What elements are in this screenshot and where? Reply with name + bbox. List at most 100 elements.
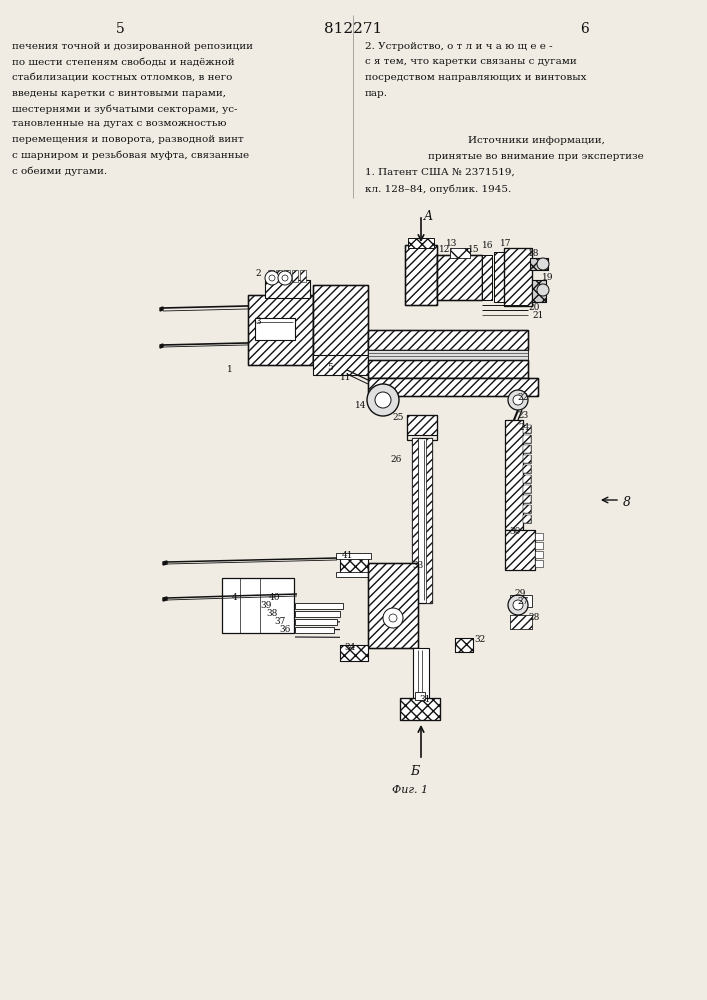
Text: 34: 34	[344, 644, 356, 652]
Text: 812271: 812271	[324, 22, 382, 36]
Bar	[505, 530, 535, 570]
Text: шестернями и зубчатыми секторами, ус-: шестернями и зубчатыми секторами, ус-	[12, 104, 238, 113]
Bar	[405, 245, 437, 305]
Bar	[504, 248, 532, 306]
Bar	[530, 258, 548, 270]
Bar	[535, 533, 543, 540]
Text: 25: 25	[392, 414, 404, 422]
Bar	[295, 603, 343, 609]
Text: A: A	[424, 210, 433, 223]
Bar	[505, 420, 523, 530]
Bar	[437, 255, 482, 300]
Bar	[523, 425, 531, 433]
Text: 4: 4	[232, 593, 238, 602]
Bar	[523, 445, 531, 453]
Text: 29: 29	[514, 589, 526, 598]
Bar	[295, 627, 334, 633]
Bar	[222, 578, 294, 633]
Bar	[368, 378, 538, 396]
Bar	[504, 248, 532, 306]
Text: 5: 5	[327, 363, 333, 372]
Bar	[482, 255, 492, 300]
Text: кл. 128–84, опублик. 1945.: кл. 128–84, опублик. 1945.	[365, 184, 511, 194]
Bar	[532, 280, 546, 302]
Bar	[510, 595, 532, 607]
Circle shape	[513, 395, 523, 405]
Bar	[523, 505, 531, 513]
Bar	[407, 415, 437, 440]
Text: Источники информации,: Источники информации,	[467, 136, 604, 145]
Text: тановленные на дугах с возможностью: тановленные на дугах с возможностью	[12, 119, 226, 128]
Bar	[295, 619, 337, 625]
Text: пар.: пар.	[365, 89, 388, 98]
Bar	[523, 445, 531, 453]
Bar	[265, 280, 310, 298]
Bar	[412, 438, 432, 603]
Bar	[368, 330, 528, 350]
Text: 2. Устройство, о т л и ч а ю щ е е -: 2. Устройство, о т л и ч а ю щ е е -	[365, 42, 553, 51]
Bar	[368, 563, 418, 648]
Text: 36: 36	[279, 626, 291, 635]
Text: 19: 19	[542, 273, 554, 282]
Bar	[455, 638, 473, 652]
Text: Фиг. 1: Фиг. 1	[392, 785, 428, 795]
Bar	[523, 465, 531, 473]
Bar	[523, 495, 531, 503]
Bar	[482, 255, 492, 300]
Bar	[523, 475, 531, 483]
Text: 31: 31	[419, 696, 431, 704]
Bar	[368, 350, 528, 360]
Bar	[523, 515, 531, 523]
Bar	[408, 238, 434, 248]
Bar	[535, 560, 543, 567]
Bar	[340, 558, 368, 576]
Bar	[535, 551, 543, 558]
Bar	[437, 255, 482, 300]
Bar	[523, 505, 531, 513]
Circle shape	[278, 271, 292, 285]
Polygon shape	[163, 597, 167, 601]
Text: 22: 22	[518, 392, 529, 401]
Circle shape	[375, 392, 391, 408]
Bar	[300, 270, 306, 282]
Bar	[340, 558, 368, 576]
Bar	[284, 270, 290, 282]
Bar	[413, 648, 429, 698]
Bar	[523, 465, 531, 473]
Bar	[505, 420, 523, 530]
Text: 15: 15	[468, 245, 480, 254]
Circle shape	[508, 595, 528, 615]
Bar	[295, 611, 340, 617]
Bar	[523, 435, 531, 443]
Circle shape	[537, 284, 549, 296]
Text: принятые во внимание при экспертизе: принятые во внимание при экспертизе	[428, 152, 644, 161]
Bar	[313, 355, 368, 375]
Bar	[368, 378, 538, 396]
Bar	[523, 495, 531, 503]
Circle shape	[383, 608, 403, 628]
Bar	[523, 455, 531, 463]
Bar	[400, 698, 440, 720]
Text: 20: 20	[528, 304, 539, 312]
Bar	[248, 295, 313, 365]
Circle shape	[508, 390, 528, 410]
Text: печения точной и дозированной репозиции: печения точной и дозированной репозиции	[12, 42, 253, 51]
Text: 5: 5	[116, 22, 124, 36]
Bar	[415, 692, 425, 700]
Bar	[494, 252, 504, 302]
Bar	[374, 393, 392, 407]
Text: 41: 41	[342, 550, 354, 560]
Text: 11: 11	[340, 373, 352, 382]
Bar	[494, 252, 504, 302]
Text: введены каретки с винтовыми парами,: введены каретки с винтовыми парами,	[12, 89, 226, 98]
Bar	[523, 455, 531, 463]
Bar	[265, 280, 310, 298]
Text: 2: 2	[255, 269, 261, 278]
Text: 28: 28	[528, 613, 539, 622]
Polygon shape	[160, 344, 163, 348]
Text: 17: 17	[501, 239, 512, 248]
Text: 27: 27	[518, 597, 529, 606]
Bar	[248, 295, 313, 365]
Bar	[368, 360, 528, 378]
Text: 38: 38	[267, 608, 278, 617]
